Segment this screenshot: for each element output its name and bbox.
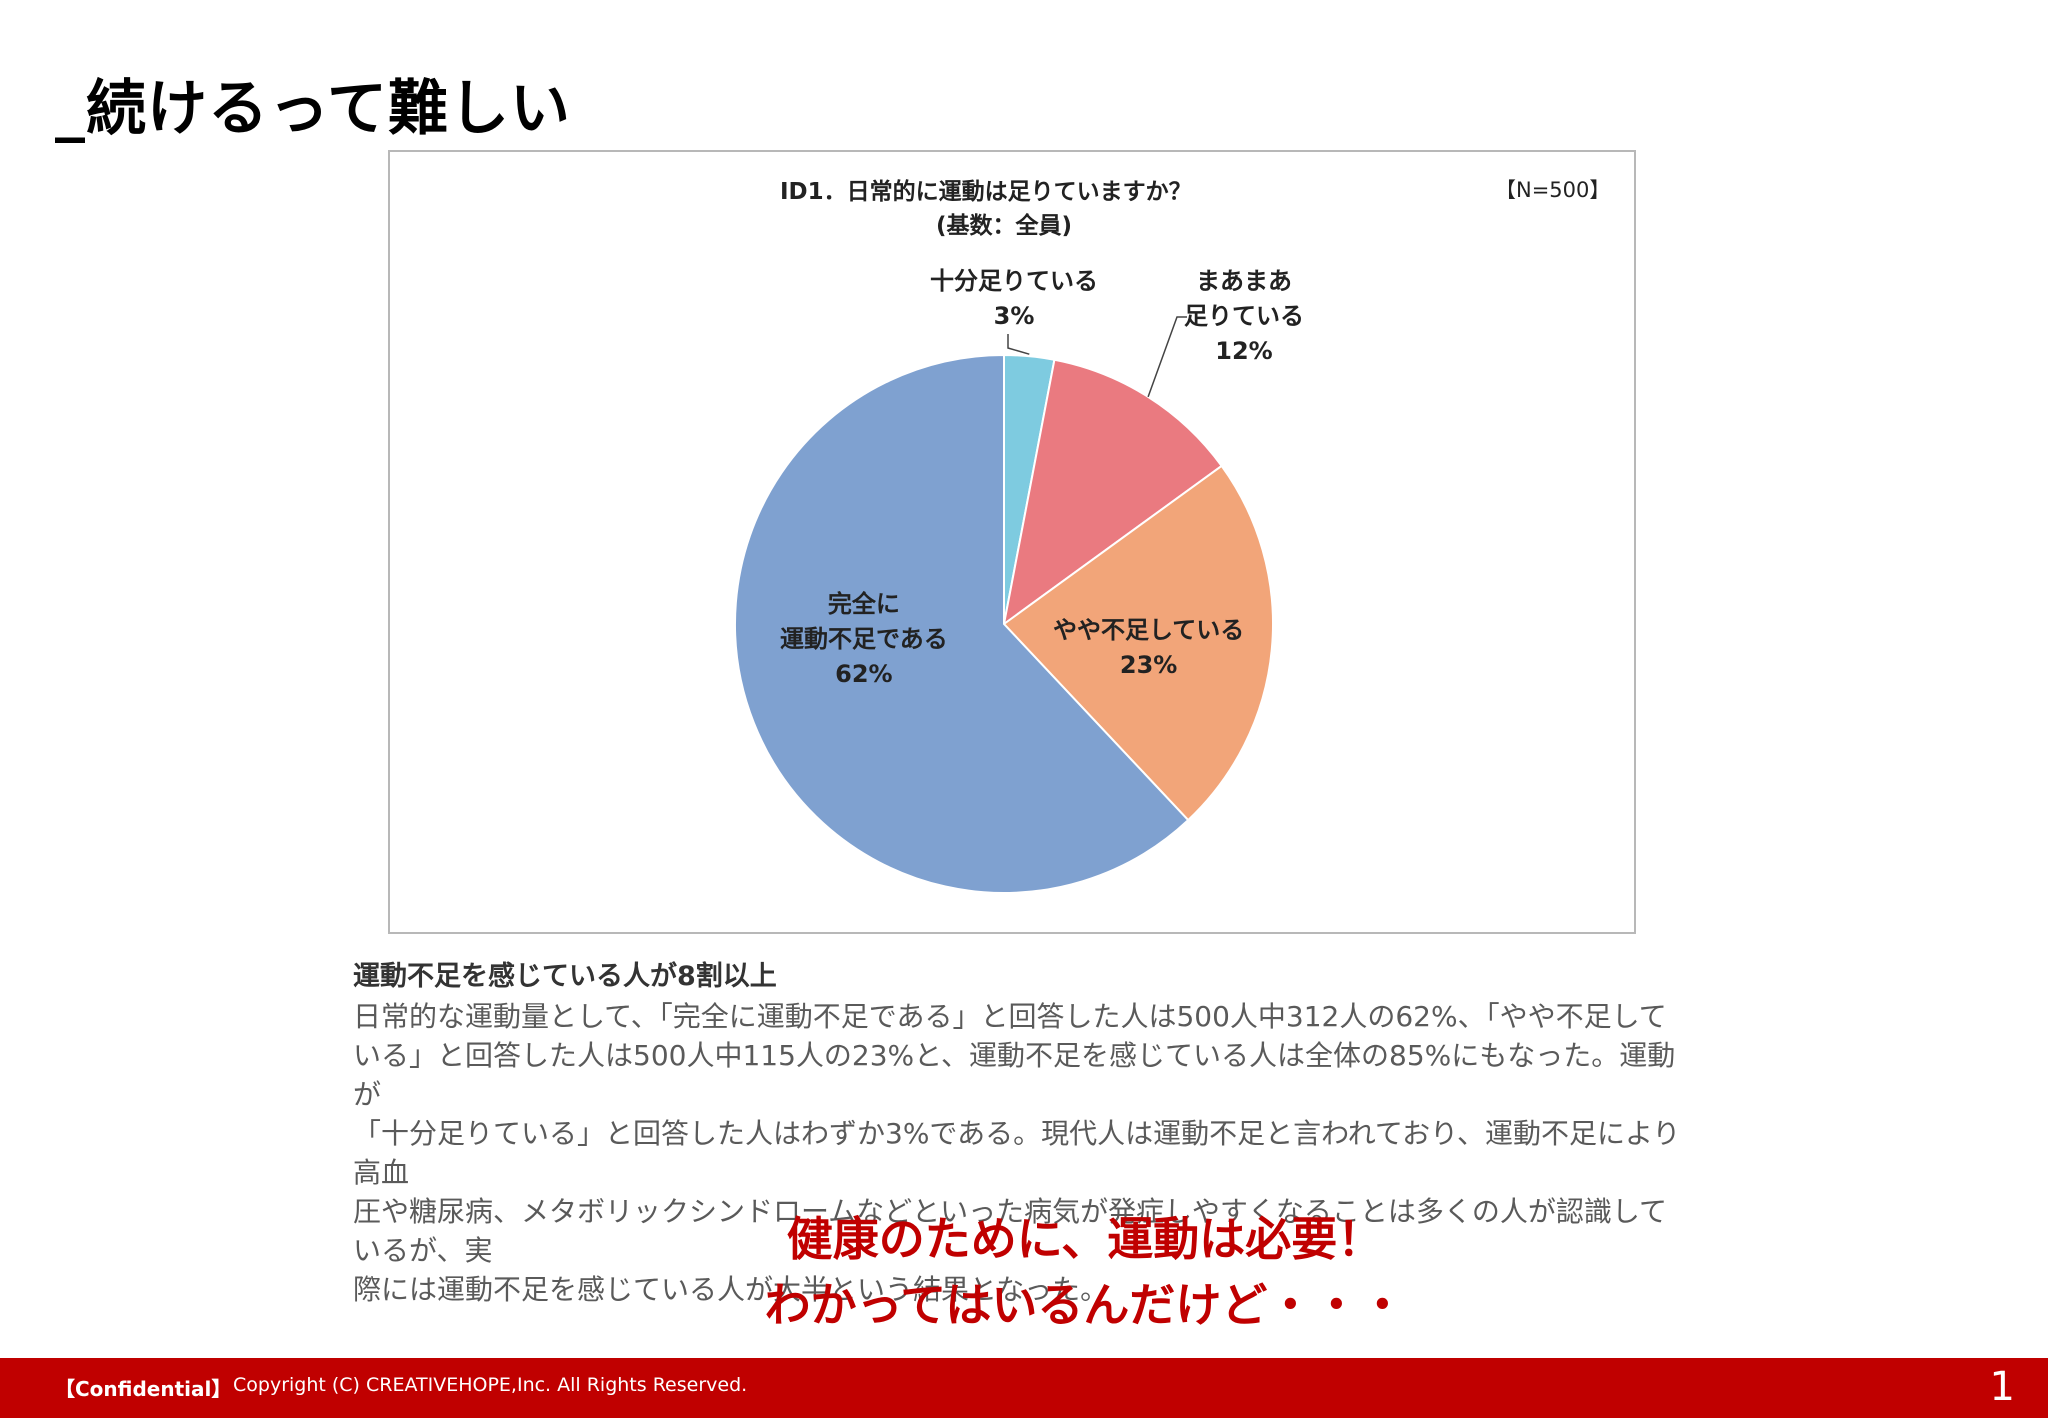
summary-block: 運動不足を感じている人が8割以上 日常的な運動量として、「完全に運動不足である」… (353, 957, 1693, 1309)
chart-frame: ID1．日常的に運動は足りていますか？ (基数：全員) 【N=500】 十分足り… (388, 150, 1636, 934)
pie-chart (733, 316, 1274, 894)
page-number: 1 (1989, 1364, 2015, 1410)
slice-label-completely-insufficient-text-2: 運動不足である (780, 625, 948, 653)
slice-label-somewhat-insufficient-text: やや不足している (1053, 616, 1245, 644)
summary-line: 際には運動不足を感じている人が大半という結果となった。 (353, 1273, 1109, 1306)
footer-bar: 【Confidential】 Copyright (C) CREATIVEHOP… (0, 1358, 2048, 1418)
callout-line-1: 健康のために、運動は必要！ (786, 1212, 1384, 1266)
summary-line: 「十分足りている」と回答した人はわずか3%である。現代人は運動不足と言われており… (353, 1117, 1681, 1189)
footer-confidential: 【Confidential】 (55, 1377, 232, 1401)
slice-label-somewhat-sufficient: まあまあ 足りている 12% (1184, 264, 1304, 369)
slice-label-somewhat-sufficient-text-1: まあまあ (1196, 267, 1292, 295)
summary-line: 日常的な運動量として、「完全に運動不足である」と回答した人は500人中312人の… (353, 1000, 1667, 1033)
leader-line-sufficient (1007, 334, 1030, 355)
slice-label-somewhat-insufficient: やや不足している 23% (1053, 613, 1244, 683)
summary-heading: 運動不足を感じている人が8割以上 (353, 961, 777, 992)
slice-label-completely-insufficient: 完全に 運動不足である 62% (780, 587, 948, 692)
leader-line-somewhat-sufficient (1147, 316, 1187, 398)
slice-label-sufficient-text: 十分足りている (930, 267, 1098, 295)
slice-label-somewhat-sufficient-value: 12% (1215, 337, 1273, 365)
slice-label-completely-insufficient-text-1: 完全に (827, 590, 900, 618)
callout-message: 健康のために、運動は必要！ わかってはいるんだけど・・・ (540, 1206, 1630, 1338)
chart-title: ID1．日常的に運動は足りていますか？ (780, 179, 1192, 205)
summary-line: 圧や糖尿病、メタボリックシンドロームなどといった病気が発症しやすくなることは多く… (353, 1195, 1668, 1267)
pie-slice-somewhat-sufficient (1002, 358, 1224, 627)
pie-slice-completely-insufficient (733, 353, 1190, 894)
sample-size-label: 【N=500】 (1495, 178, 1611, 202)
slice-label-somewhat-insufficient-value: 23% (1119, 651, 1178, 679)
slice-label-sufficient-value: 3% (993, 302, 1035, 330)
slide-title: _続けるって難しい (55, 74, 571, 144)
callout-line-2: わかってはいるんだけど・・・ (764, 1278, 1406, 1332)
slice-label-completely-insufficient-value: 62% (835, 660, 893, 688)
summary-body: 日常的な運動量として、「完全に運動不足である」と回答した人は500人中312人の… (353, 997, 1693, 1309)
slice-label-sufficient: 十分足りている 3% (930, 264, 1098, 334)
slice-label-somewhat-sufficient-text-2: 足りている (1184, 302, 1304, 330)
chart-subtitle: (基数：全員) (936, 213, 1073, 239)
footer-copyright: Copyright (C) CREATIVEHOPE,Inc. All Righ… (233, 1374, 748, 1396)
pie-slice-somewhat-insufficient (1002, 464, 1274, 822)
summary-line: いる」と回答した人は500人中115人の23%と、運動不足を感じている人は全体の… (353, 1039, 1676, 1111)
